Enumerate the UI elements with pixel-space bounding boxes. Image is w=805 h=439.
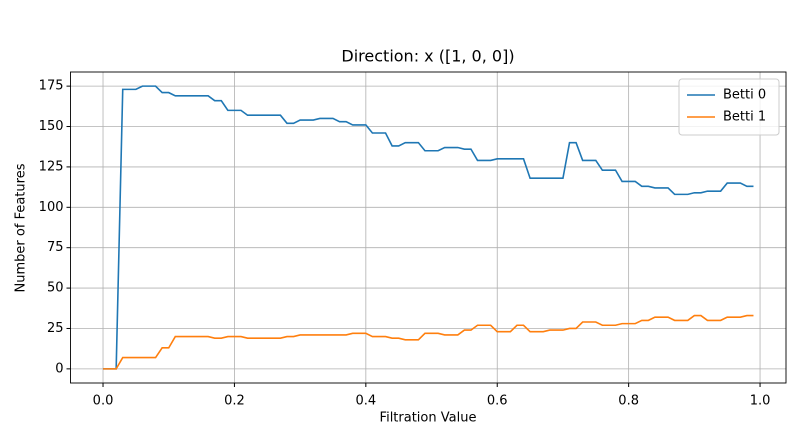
x-tick-label: 0.0	[93, 394, 114, 409]
legend-label: Betti 1	[723, 110, 766, 125]
x-tick-label: 0.8	[618, 394, 639, 409]
x-tick-label: 0.6	[487, 394, 508, 409]
line-series	[103, 85, 754, 370]
line-series	[103, 314, 754, 370]
x-tick-label: 0.4	[355, 394, 376, 409]
x-tick-label: 1.0	[750, 394, 771, 409]
y-tick-label: 150	[39, 119, 64, 134]
legend-label: Betti 0	[723, 88, 766, 103]
plot-frame	[70, 71, 787, 384]
y-tick-label: 50	[47, 281, 64, 296]
y-tick-label: 125	[39, 159, 64, 174]
y-axis-label: Number of Features	[14, 163, 29, 292]
x-axis-label: Filtration Value	[380, 411, 477, 426]
chart-title: Direction: x ([1, 0, 0])	[341, 47, 514, 66]
x-tick-label: 0.2	[224, 394, 245, 409]
y-tick-label: 100	[39, 200, 64, 215]
y-tick-label: 175	[39, 79, 64, 94]
legend-box	[678, 78, 780, 136]
y-tick-label: 75	[47, 240, 64, 255]
y-tick-label: 25	[47, 321, 64, 336]
y-tick-label: 0	[55, 361, 63, 376]
